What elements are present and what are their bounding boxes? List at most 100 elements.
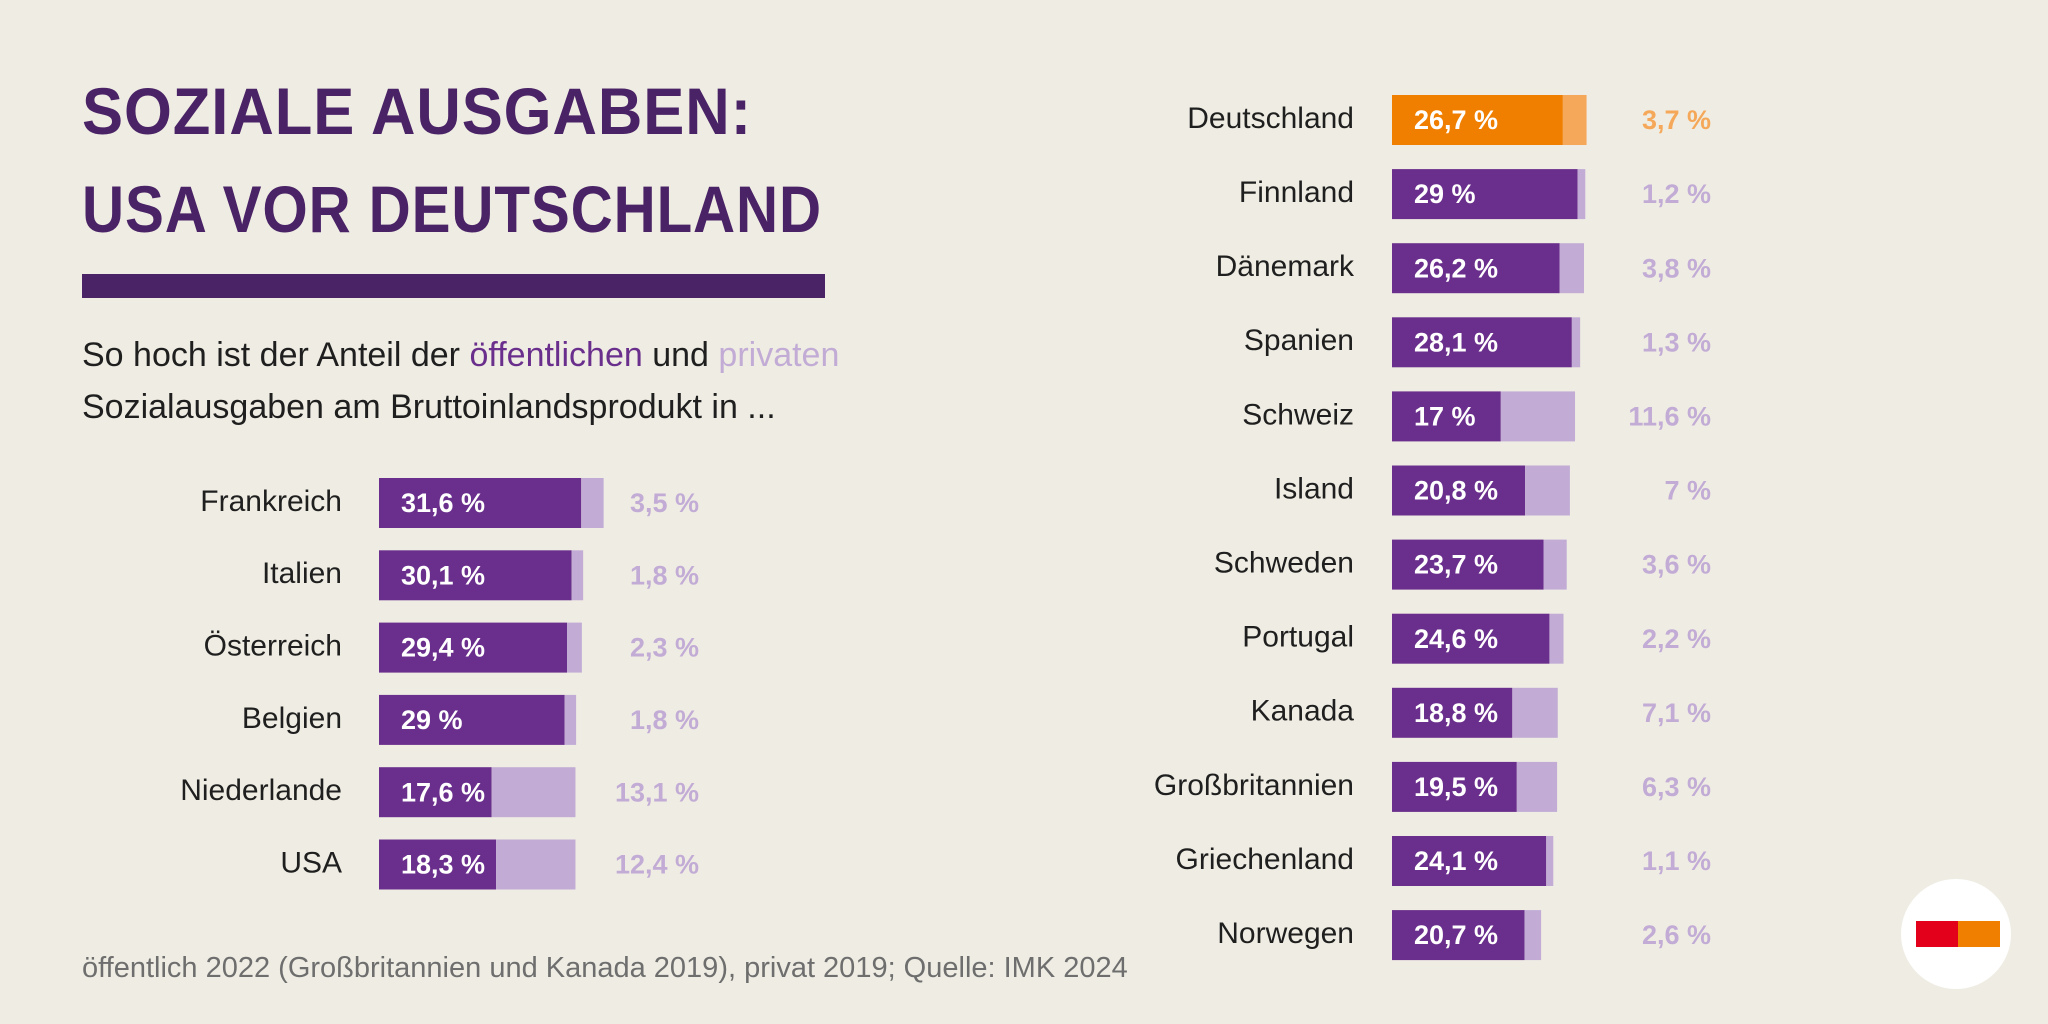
bar-private bbox=[1512, 687, 1558, 738]
subtitle-text: So hoch ist der Anteil der bbox=[82, 336, 460, 374]
title-line: SOZIALE AUSGABEN: bbox=[82, 74, 752, 148]
category-label: Frankreich bbox=[200, 485, 342, 518]
bar-private bbox=[1524, 910, 1542, 961]
category-label: Italien bbox=[262, 557, 342, 590]
bar-public bbox=[379, 839, 497, 890]
value-label: 3,5 % bbox=[630, 488, 699, 518]
bar-private bbox=[1559, 243, 1584, 294]
bar-private bbox=[564, 694, 577, 745]
bar-public bbox=[1392, 95, 1563, 145]
category-label: Island bbox=[1274, 472, 1354, 505]
category-label: Schweden bbox=[1214, 547, 1354, 580]
value-label: 29 % bbox=[401, 705, 463, 735]
category-label: Großbritannien bbox=[1154, 769, 1354, 802]
subtitle: So hoch ist der Anteil der öffentlichen … bbox=[82, 336, 839, 374]
value-label: 2,2 % bbox=[1642, 624, 1711, 654]
category-label: Griechenland bbox=[1176, 843, 1354, 876]
bar-private bbox=[1543, 539, 1567, 590]
bar-public bbox=[379, 694, 565, 745]
bar-public bbox=[379, 767, 492, 818]
bar-private bbox=[1577, 169, 1586, 220]
value-label: 26,7 % bbox=[1414, 105, 1498, 135]
bar-private bbox=[1500, 391, 1576, 442]
category-label: Spanien bbox=[1244, 324, 1354, 357]
bar-public bbox=[1392, 539, 1544, 590]
value-label: 19,5 % bbox=[1414, 772, 1498, 802]
bar-public bbox=[1392, 169, 1578, 220]
bar-private bbox=[1546, 836, 1554, 886]
bar-public bbox=[1392, 465, 1526, 516]
logo-red bbox=[1916, 921, 1958, 947]
title-rule bbox=[82, 274, 825, 298]
bar-private bbox=[496, 839, 576, 890]
value-label: 30,1 % bbox=[401, 560, 485, 590]
category-label: Österreich bbox=[204, 630, 342, 663]
bar-private bbox=[1525, 465, 1570, 516]
bar-private bbox=[567, 622, 582, 673]
value-label: 3,6 % bbox=[1642, 550, 1711, 580]
value-label: 24,1 % bbox=[1414, 846, 1498, 876]
value-label: 12,4 % bbox=[615, 850, 699, 880]
bar-public bbox=[379, 478, 582, 528]
subtitle: Sozialausgaben am Bruttoinlandsprodukt i… bbox=[82, 388, 776, 426]
value-label: 6,3 % bbox=[1642, 772, 1711, 802]
category-label: Schweiz bbox=[1242, 398, 1354, 431]
category-label: Belgien bbox=[242, 702, 342, 735]
value-label: 20,7 % bbox=[1414, 920, 1498, 950]
value-label: 17,6 % bbox=[401, 777, 485, 807]
value-label: 1,8 % bbox=[630, 560, 699, 590]
bar-public bbox=[1392, 613, 1550, 664]
category-label: Portugal bbox=[1242, 621, 1354, 654]
value-label: 24,6 % bbox=[1414, 624, 1498, 654]
category-label: USA bbox=[280, 846, 342, 879]
value-label: 1,3 % bbox=[1642, 327, 1711, 357]
value-label: 1,1 % bbox=[1642, 846, 1711, 876]
bar-public bbox=[379, 622, 568, 673]
legend-private: privaten bbox=[718, 336, 839, 374]
value-label: 3,8 % bbox=[1642, 253, 1711, 283]
value-label: 1,8 % bbox=[630, 705, 699, 735]
bar-public bbox=[379, 550, 572, 601]
bar-private bbox=[571, 550, 584, 601]
bar-public bbox=[1392, 317, 1572, 368]
value-label: 18,8 % bbox=[1414, 698, 1498, 728]
bar-private bbox=[581, 478, 604, 528]
category-label: Dänemark bbox=[1216, 250, 1355, 283]
legend-public: öffentlichen bbox=[469, 336, 642, 374]
value-label: 28,1 % bbox=[1414, 327, 1498, 357]
source-note: öffentlich 2022 (Großbritannien und Kana… bbox=[82, 952, 1128, 984]
bar-private bbox=[1562, 95, 1587, 145]
value-label: 11,6 % bbox=[1628, 402, 1711, 432]
bar-private bbox=[491, 767, 576, 818]
value-label: 7,1 % bbox=[1642, 698, 1711, 728]
value-label: 3,7 % bbox=[1642, 105, 1711, 135]
title-line: USA VOR DEUTSCHLAND bbox=[82, 172, 822, 246]
bar-private bbox=[1549, 613, 1564, 664]
bar-public bbox=[1392, 836, 1547, 886]
value-label: 2,6 % bbox=[1642, 920, 1711, 950]
category-label: Deutschland bbox=[1187, 102, 1354, 135]
bar-private bbox=[1571, 317, 1581, 368]
bar-public bbox=[1392, 687, 1513, 738]
value-label: 23,7 % bbox=[1414, 550, 1498, 580]
bar-public bbox=[1392, 243, 1560, 294]
category-label: Niederlande bbox=[180, 774, 342, 807]
logo bbox=[1901, 879, 2011, 989]
value-label: 18,3 % bbox=[401, 850, 485, 880]
value-label: 20,8 % bbox=[1414, 476, 1498, 506]
bar-public bbox=[1392, 761, 1517, 812]
bar-public bbox=[1392, 910, 1525, 961]
category-label: Kanada bbox=[1251, 695, 1355, 728]
category-label: Norwegen bbox=[1217, 917, 1354, 950]
value-label: 7 % bbox=[1664, 476, 1711, 506]
value-label: 26,2 % bbox=[1414, 253, 1498, 283]
value-label: 2,3 % bbox=[630, 633, 699, 663]
bar-private bbox=[1516, 761, 1558, 812]
value-label: 1,2 % bbox=[1642, 179, 1711, 209]
logo-orange bbox=[1958, 921, 2000, 947]
value-label: 13,1 % bbox=[615, 777, 699, 807]
value-label: 17 % bbox=[1414, 402, 1476, 432]
